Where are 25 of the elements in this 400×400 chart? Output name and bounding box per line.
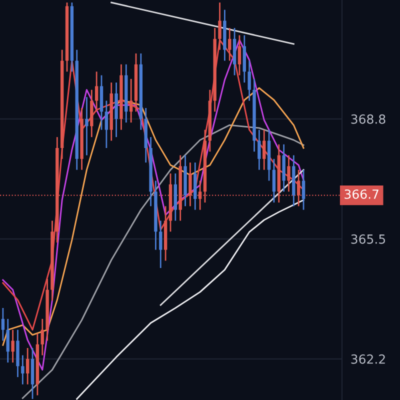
candlestick [302,169,306,211]
candlestick [228,27,232,62]
candlestick [287,154,290,192]
candlestick [11,329,14,364]
candlestick [159,220,162,269]
line-series [22,124,304,399]
candlestick [6,318,10,364]
candlestick [104,100,108,149]
candlestick [272,158,276,204]
candlestick [94,70,98,112]
candlestick [40,318,44,356]
candlestick [85,96,88,156]
y-tick-label: 368.8 [351,114,386,124]
candlestick [258,129,261,171]
candlestick [21,354,24,386]
y-tick-label: 365.5 [351,234,386,244]
candlestick [248,60,251,102]
candlestick [218,2,222,51]
candlestick [238,34,242,76]
candlestick [262,129,266,171]
candlestick [1,307,5,342]
y-tick-label: 362.2 [351,354,385,364]
candlestick [129,78,133,124]
ref-line-label: 366.7 [344,189,378,199]
candlestick [26,347,30,386]
